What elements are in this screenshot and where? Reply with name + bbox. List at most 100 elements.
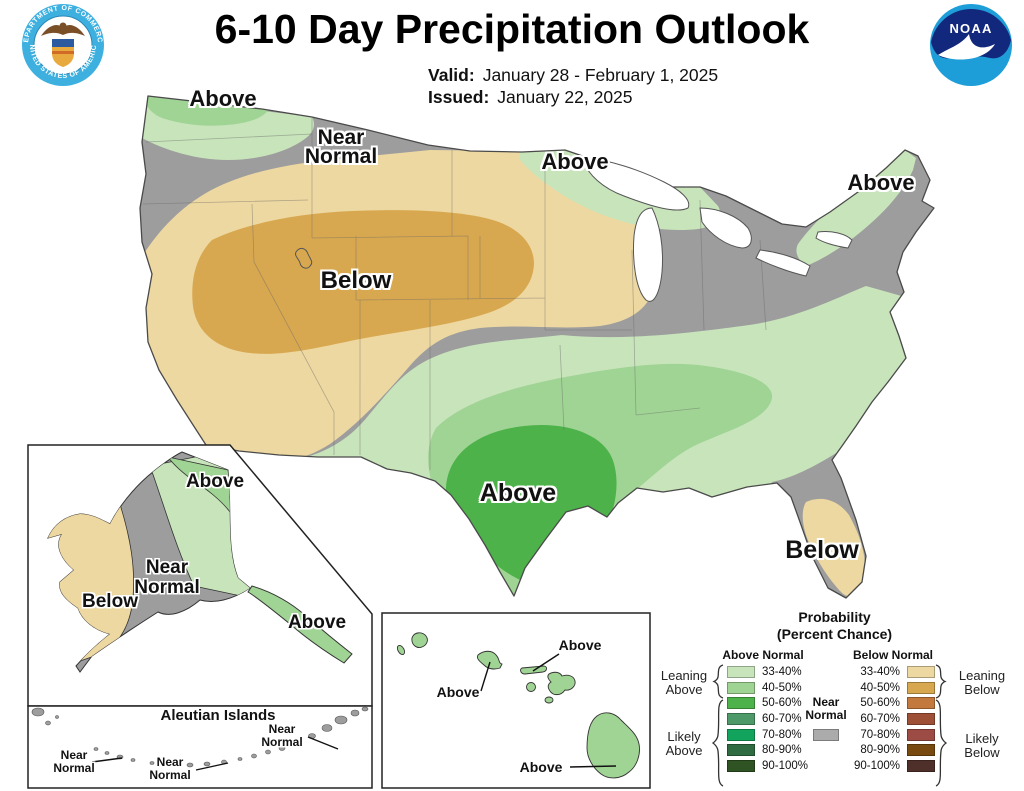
legend-row-below-70-80%: 70-80% [848, 728, 935, 741]
department-of-commerce-seal: DEPARTMENT OF COMMERCE UNITED STATES OF … [18, 2, 104, 86]
aleutian-pointer-lines [91, 736, 339, 771]
great-salt-lake-outline [295, 247, 313, 269]
legend-swatch-above-40-50% [727, 681, 755, 694]
great-lakes [583, 157, 853, 302]
legend-row-above-60-70%: 60-70% [727, 713, 808, 726]
seal-shield-stripe [52, 51, 74, 54]
conus-outline [139, 95, 935, 599]
legend-swatch-below-40-50% [907, 681, 935, 694]
issued-line: Issued: January 22, 2025 [428, 86, 718, 108]
legend-swatch-below-80-90% [907, 744, 935, 757]
legend-range-label: 40-50% [860, 681, 900, 694]
lake-ontario [815, 231, 853, 249]
leaning-above-line1: Leaning [660, 668, 708, 683]
legend-subtitle: (Percent Chance) [776, 626, 893, 642]
legend-swatch-below-33-40% [907, 666, 935, 678]
probability-legend: Probability (Percent Chance) Above Norma… [645, 602, 1024, 791]
legend-swatch-above-50-60% [727, 697, 755, 710]
likely-below-line2: Below [964, 745, 1000, 760]
state-borders [142, 118, 767, 470]
valid-line: Valid: January 28 - February 1, 2025 [428, 64, 718, 86]
leaning-above-line2: Above [665, 682, 703, 697]
legend-swatch-above-80-90% [727, 744, 755, 757]
legend-group-leaning-above: Leaning Above [653, 669, 715, 697]
seal-eagle-head [59, 22, 67, 30]
leaning-below-line1: Leaning [958, 668, 1006, 683]
lake-michigan [633, 207, 663, 302]
island-maui [547, 671, 576, 696]
legend-swatch-above-60-70% [727, 713, 755, 726]
legend-range-label: 60-70% [762, 713, 802, 726]
legend-below-normal-header: Below Normal [852, 648, 933, 662]
region-conus-below-33-40-florida [802, 498, 866, 597]
region-alaska-above-panhandle [247, 585, 353, 664]
lake-huron [699, 207, 752, 249]
legend-group-likely-above: Likely Above [653, 730, 715, 758]
legend-range-label: 33-40% [762, 666, 802, 678]
noaa-logo: NOAA [930, 4, 1012, 86]
legend-row-below-80-90%: 80-90% [848, 744, 935, 757]
brace-likely-above [711, 699, 724, 787]
legend-range-label: 90-100% [853, 760, 900, 773]
island-niihau [396, 644, 406, 656]
legend-row-above-80-90%: 80-90% [727, 744, 808, 757]
legend-row-below-33-40%: 33-40% [848, 666, 935, 678]
legend-swatch-above-90-100% [727, 760, 755, 773]
hawaii-islands [396, 632, 640, 779]
alaska-inset-border [27, 444, 373, 707]
legend-range-label: 50-60% [762, 697, 802, 710]
island-lanai [526, 682, 536, 692]
region-conus-above-50-60-texas [445, 424, 617, 587]
island-kahoolawe [544, 696, 554, 704]
seal-shield-chief [52, 39, 74, 47]
legend-above-rows: 33-40% 40-50% 50-60% 60-70% 70-80% 80-90% 90-1… [727, 666, 808, 776]
legend-range-label: 90-100% [762, 760, 809, 773]
aleutian-inset-box [27, 705, 373, 789]
brace-leaning-below [935, 664, 947, 699]
legend-swatch-below-90-100% [907, 760, 935, 773]
legend-group-leaning-below: Leaning Below [951, 669, 1013, 697]
noaa-wordmark: NOAA [949, 21, 992, 36]
hawaii-pointer-lines [480, 653, 617, 768]
legend-swatch-below-60-70% [907, 713, 935, 726]
legend-row-below-90-100%: 90-100% [848, 760, 935, 773]
valid-value: January 28 - February 1, 2025 [482, 65, 719, 85]
likely-above-line2: Above [665, 743, 703, 758]
lake-erie [755, 249, 811, 277]
island-oahu [476, 650, 503, 670]
legend-swatch-near-normal [813, 729, 839, 741]
brace-leaning-above [712, 664, 724, 699]
validity-block: Valid: January 28 - February 1, 2025 Issu… [428, 64, 718, 108]
noaa-bird-icon [938, 34, 995, 60]
region-conus-above-40-50-northwest [143, 96, 270, 126]
legend-range-label: 70-80% [860, 728, 900, 741]
lake-superior [583, 157, 690, 211]
legend-row-below-40-50%: 40-50% [848, 681, 935, 694]
aleutian-islands [31, 706, 369, 768]
legend-swatch-above-33-40% [727, 666, 755, 678]
legend-range-label: 33-40% [860, 666, 900, 678]
legend-swatch-below-70-80% [907, 728, 935, 741]
legend-row-above-90-100%: 90-100% [727, 760, 809, 773]
legend-range-label: 80-90% [762, 744, 802, 757]
legend-swatch-above-70-80% [727, 728, 755, 741]
valid-label: Valid: [428, 65, 475, 85]
legend-row-below-50-60%: 50-60% [848, 697, 935, 710]
legend-above-normal-header: Above Normal [722, 648, 804, 662]
legend-title: Probability [798, 609, 871, 625]
seal-eagle-icon [41, 24, 85, 36]
island-hawaii-big-island [586, 712, 640, 779]
issued-value: January 22, 2025 [497, 87, 633, 107]
legend-near-normal: Near Normal [803, 696, 849, 741]
legend-group-likely-below: Likely Below [951, 732, 1013, 760]
page-title: 6-10 Day Precipitation Outlook [214, 6, 810, 52]
issued-label: Issued: [428, 87, 490, 107]
legend-swatch-below-50-60% [907, 697, 935, 710]
leaning-below-line2: Below [964, 682, 1000, 697]
legend-range-label: 60-70% [860, 713, 900, 726]
legend-row-below-60-70%: 60-70% [848, 713, 935, 726]
legend-range-label: 80-90% [860, 744, 900, 757]
legend-range-label: 70-80% [762, 728, 802, 741]
